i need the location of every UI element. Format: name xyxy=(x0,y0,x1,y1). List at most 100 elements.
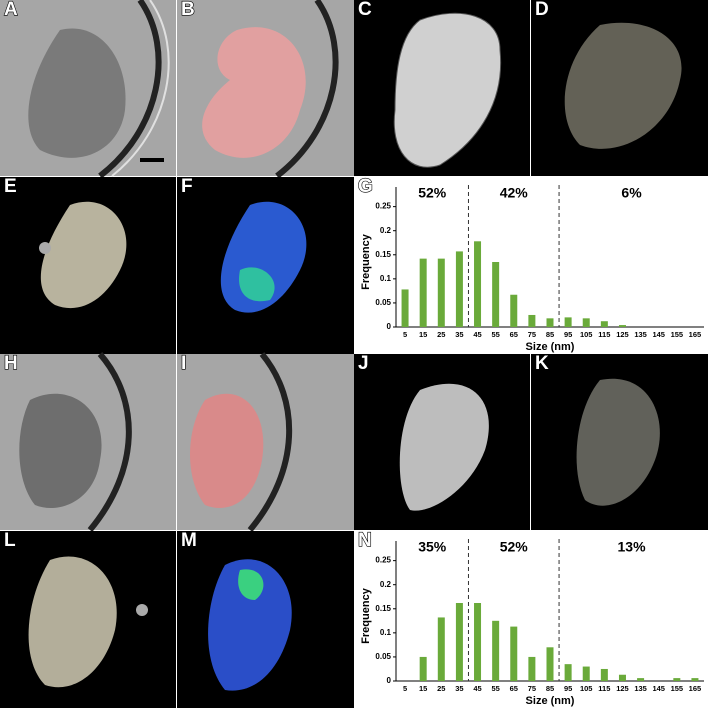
x-tick-label: 135 xyxy=(634,330,647,339)
panel-label: H xyxy=(4,353,18,374)
x-tick-label: 115 xyxy=(598,330,610,339)
x-tick-label: 165 xyxy=(689,330,702,339)
y-axis-label: Frequency xyxy=(360,587,372,644)
bar xyxy=(582,666,590,681)
bar xyxy=(419,258,427,327)
annotation: 52% xyxy=(418,185,447,201)
bar xyxy=(600,668,608,681)
bar xyxy=(564,664,572,681)
x-tick-label: 85 xyxy=(546,330,554,339)
x-axis-label: Size (nm) xyxy=(526,695,575,707)
panel-label: I xyxy=(181,353,186,374)
y-tick-label: 0.1 xyxy=(380,628,392,637)
panel-j xyxy=(354,354,530,530)
panel-label: G xyxy=(358,176,373,197)
x-tick-label: 35 xyxy=(455,330,463,339)
x-tick-label: 105 xyxy=(580,684,593,693)
panel-label: J xyxy=(358,353,369,374)
x-tick-label: 105 xyxy=(580,330,593,339)
annotation: 13% xyxy=(618,539,647,555)
panel-d xyxy=(531,0,708,176)
panel-c xyxy=(354,0,530,176)
y-tick-label: 0.2 xyxy=(380,226,392,235)
bar xyxy=(510,294,518,327)
bar xyxy=(474,241,482,327)
bar xyxy=(546,647,554,681)
bar xyxy=(618,674,626,681)
panel-label: C xyxy=(358,0,372,20)
panel-m xyxy=(177,531,354,708)
y-tick-label: 0 xyxy=(387,676,392,685)
x-tick-label: 125 xyxy=(616,330,629,339)
x-tick-label: 35 xyxy=(455,684,463,693)
bar xyxy=(510,626,518,681)
bar xyxy=(673,678,681,681)
panel-b xyxy=(177,0,354,179)
panel-e xyxy=(0,177,176,354)
annotation: 35% xyxy=(418,539,447,555)
y-tick-label: 0.05 xyxy=(375,652,391,661)
panel-f xyxy=(177,177,354,354)
y-tick-label: 0 xyxy=(387,322,392,331)
bar xyxy=(637,678,645,681)
bar xyxy=(419,656,427,681)
x-tick-label: 75 xyxy=(528,330,536,339)
y-tick-label: 0.25 xyxy=(375,202,391,211)
x-tick-label: 125 xyxy=(616,684,629,693)
x-tick-label: 145 xyxy=(652,684,665,693)
panel-label: A xyxy=(4,0,18,20)
charts: 0 0.05 0.1 0.15 0.2 0.25 Frequency Size (nm) 5 15… xyxy=(360,185,704,707)
x-tick-label: 165 xyxy=(689,684,702,693)
annotation: 6% xyxy=(621,185,642,201)
annotation: 52% xyxy=(500,539,529,555)
x-tick-label: 5 xyxy=(403,330,407,339)
panel-h xyxy=(0,352,176,532)
bar xyxy=(691,678,699,681)
x-tick-label: 25 xyxy=(437,330,445,339)
x-tick-label: 75 xyxy=(528,684,536,693)
x-tick-label: 85 xyxy=(546,684,554,693)
bar xyxy=(564,317,572,327)
bar xyxy=(492,620,500,681)
bar xyxy=(546,318,554,327)
x-tick-label: 15 xyxy=(419,330,427,339)
bar xyxy=(474,603,482,681)
x-tick-label: 25 xyxy=(437,684,445,693)
y-tick-label: 0.2 xyxy=(380,580,392,589)
x-tick-label: 15 xyxy=(419,684,427,693)
bar xyxy=(618,325,626,327)
panel-label: N xyxy=(358,530,372,551)
y-tick-label: 0.15 xyxy=(375,250,391,259)
bar xyxy=(492,262,500,327)
panel-label: M xyxy=(181,530,197,551)
annotation: 42% xyxy=(500,185,529,201)
y-axis-label: Frequency xyxy=(360,233,372,290)
bar xyxy=(528,656,536,681)
panel-i xyxy=(177,352,354,532)
x-tick-label: 95 xyxy=(564,330,572,339)
bar xyxy=(401,289,409,327)
bar xyxy=(455,603,463,681)
panel-label: D xyxy=(535,0,549,20)
x-tick-label: 45 xyxy=(473,684,481,693)
x-tick-label: 65 xyxy=(510,330,518,339)
x-tick-label: 45 xyxy=(473,330,481,339)
x-tick-label: 55 xyxy=(491,330,499,339)
x-tick-label: 155 xyxy=(671,330,684,339)
panel-label: L xyxy=(4,530,16,551)
x-tick-label: 115 xyxy=(598,684,610,693)
panel-a xyxy=(0,0,176,179)
bar xyxy=(528,314,536,327)
x-tick-label: 155 xyxy=(671,684,684,693)
y-tick-label: 0.15 xyxy=(375,604,391,613)
x-tick-label: 65 xyxy=(510,684,518,693)
bar xyxy=(437,258,445,327)
bar xyxy=(600,321,608,327)
bar xyxy=(437,617,445,681)
y-tick-label: 0.05 xyxy=(375,298,391,307)
x-tick-label: 55 xyxy=(491,684,499,693)
panel-label: K xyxy=(535,353,549,374)
x-tick-label: 95 xyxy=(564,684,572,693)
y-tick-label: 0.1 xyxy=(380,274,392,283)
